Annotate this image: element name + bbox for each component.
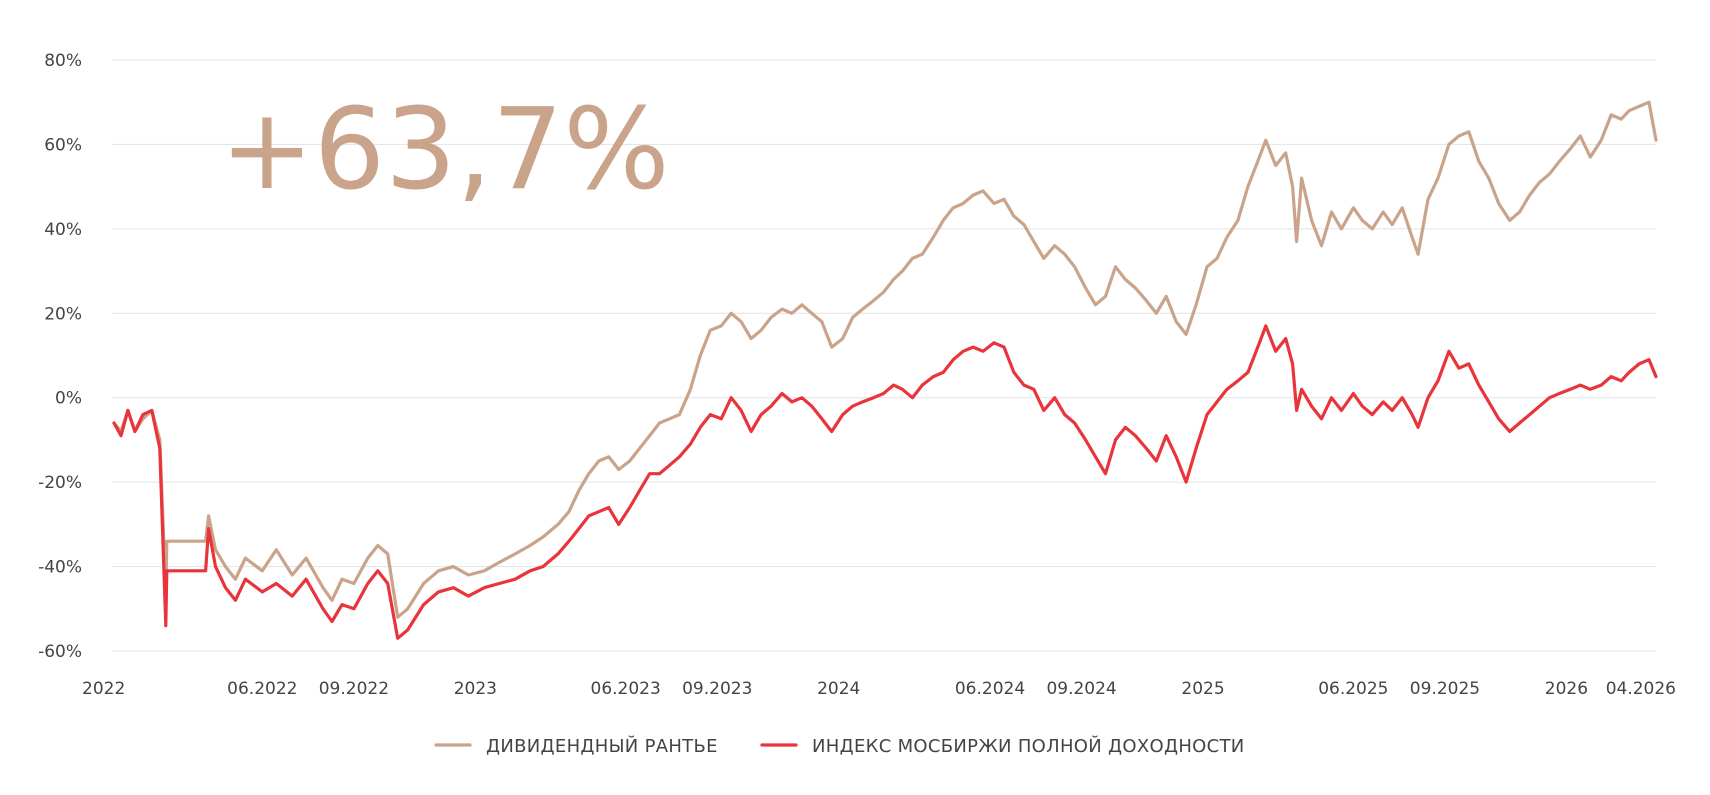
- legend-label: ИНДЕКС МОСБИРЖИ ПОЛНОЙ ДОХОДНОСТИ: [812, 735, 1245, 757]
- y-tick-label: 0%: [55, 389, 82, 409]
- legend: ДИВИДЕНДНЫЙ РАНТЬЕ ИНДЕКС МОСБИРЖИ ПОЛНОЙ…: [434, 735, 1245, 757]
- y-tick-label: 60%: [44, 135, 82, 155]
- x-tick-label: 09.2022: [319, 679, 389, 699]
- x-tick-label: 2025: [1181, 679, 1224, 699]
- legend-label: ДИВИДЕНДНЫЙ РАНТЬЕ: [486, 735, 718, 757]
- x-tick-label: 09.2024: [1046, 679, 1116, 699]
- y-tick-label: -20%: [38, 473, 82, 493]
- series-line-2: [112, 324, 1658, 640]
- y-tick-label: -40%: [38, 558, 82, 578]
- series-line-1: [112, 100, 1658, 619]
- y-tick-label: 80%: [44, 51, 82, 71]
- x-tick-label: 09.2025: [1410, 679, 1480, 699]
- y-tick-label: 40%: [44, 220, 82, 240]
- x-tick-label: 06.2023: [591, 679, 661, 699]
- x-tick-label: 06.2022: [227, 679, 297, 699]
- x-tick-label: 04.2026: [1606, 679, 1676, 699]
- x-tick-label: 2024: [817, 679, 860, 699]
- x-tick-label: 06.2025: [1318, 679, 1388, 699]
- x-tick-label: 09.2023: [682, 679, 752, 699]
- series-lines: [112, 100, 1658, 640]
- x-axis-ticks: 2022 06.2022 09.2022 2023 06.2023 09.2023 2024…: [82, 679, 1676, 699]
- headline-value: +63,7%: [220, 85, 670, 215]
- y-axis-ticks: 80% 60% 40% 20% 0% -20% -40% -60%: [38, 51, 82, 662]
- y-tick-label: -60%: [38, 642, 82, 662]
- x-tick-label: 2026: [1545, 679, 1588, 699]
- x-tick-label: 2022: [82, 679, 125, 699]
- gridlines: [112, 59, 1656, 652]
- x-tick-label: 2023: [454, 679, 497, 699]
- x-tick-label: 06.2024: [955, 679, 1025, 699]
- y-tick-label: 20%: [44, 304, 82, 324]
